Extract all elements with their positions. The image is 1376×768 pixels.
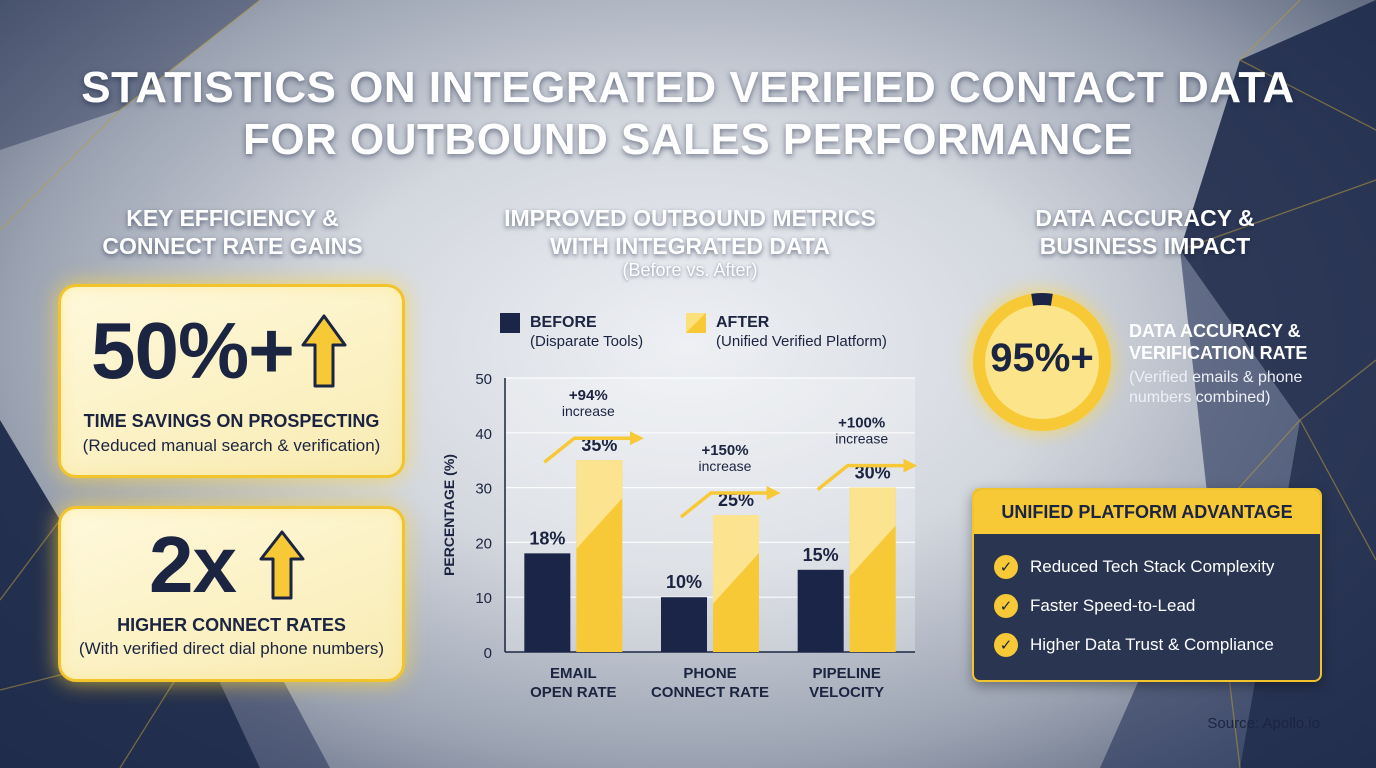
advantage-item-text: Reduced Tech Stack Complexity [1030,556,1275,576]
increase-annotation-text: increase [562,403,615,419]
data-label-before: 18% [529,528,565,548]
connect-rate-sub: (With verified direct dial phone numbers… [78,639,385,658]
y-tick-label: 20 [475,535,492,552]
legend-before-sub: (Disparate Tools) [530,333,644,350]
advantage-item: ✓ Faster Speed-to-Lead [974,586,1320,625]
center-heading-line-2: WITH INTEGRATED DATA [550,233,830,259]
right-heading-line-1: DATA ACCURACY & [1035,205,1255,231]
right-section-heading: DATA ACCURACY & BUSINESS IMPACT [985,204,1305,260]
connect-rate-card: 2x HIGHER CONNECT RATES (With verified d… [58,506,405,682]
accuracy-value: 95%+ [990,336,1094,380]
x-category-label: EMAIL [550,665,597,682]
legend-before-swatch [500,313,520,333]
arrow-up-icon [816,458,918,491]
data-label-after: 35% [581,435,617,455]
connect-rate-value-row: 2x [149,523,306,607]
time-savings-card: 50%+ TIME SAVINGS ON PROSPECTING (Reduce… [58,284,405,478]
accuracy-label-line-2: VERIFICATION RATE [1129,343,1308,363]
legend-after-label: AFTER [716,314,770,331]
increase-annotation-value: +100% [838,415,885,432]
x-category-label: VELOCITY [809,684,884,701]
accuracy-sub-line-2: numbers combined) [1129,389,1271,406]
increase-annotation-value: +150% [701,442,748,459]
increase-annotation-text: increase [835,431,888,447]
legend-after: AFTER (Unified Verified Platform) [686,313,887,351]
y-tick-label: 10 [475,590,492,607]
center-heading-line-1: IMPROVED OUTBOUND METRICS [504,205,876,231]
check-icon: ✓ [994,593,1018,618]
advantage-item: ✓ Reduced Tech Stack Complexity [974,547,1320,586]
advantage-item: ✓ Higher Data Trust & Compliance [974,625,1320,664]
legend-after-sub: (Unified Verified Platform) [716,333,887,350]
time-savings-value-row: 50%+ [91,309,348,393]
bar-before [797,569,844,652]
x-category-label: PHONE [683,665,736,682]
legend-after-swatch [686,313,706,333]
advantage-item-text: Faster Speed-to-Lead [1030,595,1196,615]
accuracy-label-line-1: DATA ACCURACY & [1129,321,1301,341]
y-tick-label: 50 [475,371,492,388]
page-title: STATISTICS ON INTEGRATED VERIFIED CONTAC… [0,62,1376,166]
bar-after-highlight [849,487,896,577]
x-category-label: PIPELINE [812,665,880,682]
data-label-before: 10% [666,572,702,592]
legend-before-label: BEFORE [530,314,597,331]
arrow-up-icon [543,431,644,464]
increase-annotation-text: increase [699,458,752,474]
data-label-after: 30% [855,463,891,483]
center-section-heading: IMPROVED OUTBOUND METRICS WITH INTEGRATE… [470,204,910,260]
left-section-heading: KEY EFFICIENCY & CONNECT RATE GAINS [60,204,405,260]
y-axis-label: PERCENTAGE (%) [441,454,457,576]
accuracy-ring-gap [973,293,1111,431]
connect-rate-value: 2x [149,520,237,609]
check-icon: ✓ [994,554,1018,579]
right-heading-line-2: BUSINESS IMPACT [1039,233,1251,259]
y-tick-label: 40 [475,426,492,443]
left-heading-line-2: CONNECT RATE GAINS [102,233,363,259]
plot-area [505,378,915,652]
arrow-up-icon [679,486,781,519]
connect-rate-label: HIGHER CONNECT RATES [117,615,346,635]
platform-advantage-box: UNIFIED PLATFORM ADVANTAGE ✓ Reduced Tec… [972,488,1322,682]
x-category-label: OPEN RATE [530,684,616,701]
y-tick-label: 30 [475,481,492,498]
accuracy-label-group: DATA ACCURACY & VERIFICATION RATE (Verif… [1129,320,1307,408]
bar-before [661,597,707,652]
bar-before [524,553,571,652]
advantage-item-text: Higher Data Trust & Compliance [1030,634,1274,654]
time-savings-value: 50%+ [91,306,295,395]
bar-after-highlight [713,515,759,604]
page-title-line-2: FOR OUTBOUND SALES PERFORMANCE [242,115,1134,164]
arrow-up-icon [259,530,305,600]
bar-after-highlight [576,460,623,549]
page-title-line-1: STATISTICS ON INTEGRATED VERIFIED CONTAC… [81,63,1295,112]
legend-before: BEFORE (Disparate Tools) [500,313,643,351]
data-label-after: 25% [718,490,754,510]
accuracy-sub-line-1: (Verified emails & phone [1129,369,1303,386]
left-heading-line-1: KEY EFFICIENCY & [126,205,339,231]
increase-annotation-value: +94% [569,387,608,404]
data-label-before: 15% [803,545,839,565]
arrow-up-icon [301,314,347,388]
center-subheading: (Before vs. After) [622,260,758,280]
x-category-label: CONNECT RATE [651,684,769,701]
platform-advantage-title: UNIFIED PLATFORM ADVANTAGE [974,490,1320,534]
accuracy-ring: 95%+ [972,292,1112,432]
y-tick-label: 0 [484,645,492,662]
time-savings-sub: (Reduced manual search & verification) [82,436,381,455]
source-note: Source: Apollo.io [1207,715,1320,732]
time-savings-label: TIME SAVINGS ON PROSPECTING [83,411,380,431]
check-icon: ✓ [994,632,1018,657]
